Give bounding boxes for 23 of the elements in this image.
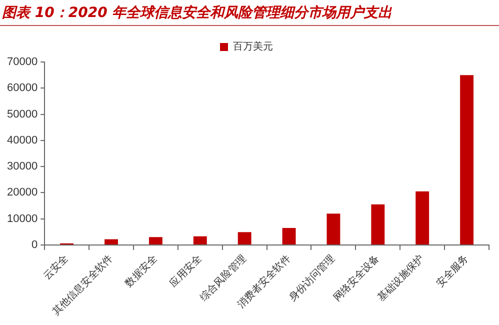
- y-tick-label: 60000: [6, 82, 38, 94]
- y-tick-label: 50000: [6, 108, 38, 120]
- bar: [326, 214, 340, 244]
- bar: [371, 204, 385, 244]
- x-tick-label: 云安全: [41, 252, 71, 282]
- y-tick-label: 70000: [6, 56, 38, 68]
- x-tick-label: 应用安全: [167, 252, 204, 290]
- bar: [282, 228, 296, 244]
- bar: [148, 237, 162, 244]
- chart-title: 图表 10：2020 年全球信息安全和风险管理细分市场用户支出: [0, 0, 499, 26]
- y-tick-label: 20000: [6, 186, 38, 199]
- x-tick-label: 数据安全: [122, 252, 160, 290]
- y-tick-label: 40000: [6, 134, 38, 146]
- bar: [416, 191, 430, 244]
- bar: [238, 232, 252, 244]
- bar: [193, 236, 207, 244]
- bar: [104, 239, 118, 244]
- x-tick-label: 安全服务: [434, 252, 471, 290]
- y-tick-label: 10000: [6, 212, 38, 225]
- y-tick-label: 30000: [6, 160, 38, 173]
- bar: [460, 75, 474, 244]
- y-tick-label: 0: [31, 238, 38, 251]
- legend-label: 百万美元: [233, 40, 273, 53]
